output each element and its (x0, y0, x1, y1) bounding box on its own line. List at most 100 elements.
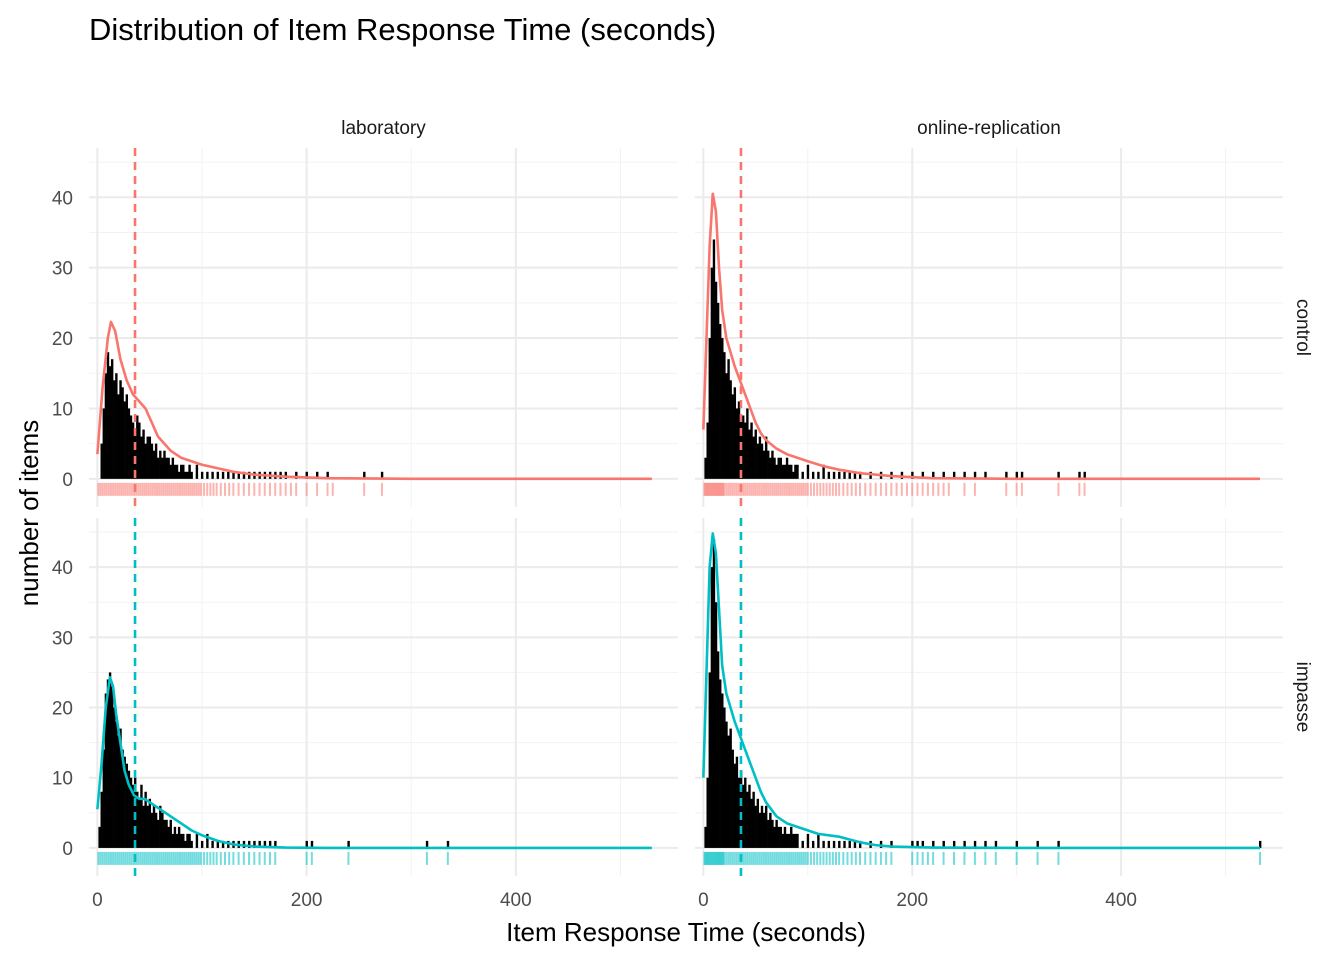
histogram-bar (1057, 840, 1060, 848)
histogram-bar (843, 840, 846, 848)
histogram-bar (775, 819, 778, 848)
histogram-bar (746, 408, 749, 479)
histogram-bar (232, 471, 235, 479)
histogram-bar (817, 471, 820, 479)
facet-panels: laboratory online-replication control impas… (52, 118, 1313, 911)
histogram-bar (136, 415, 139, 479)
histogram-bar (777, 457, 780, 479)
histogram-bar (848, 840, 851, 848)
histogram-bar (110, 686, 114, 848)
histogram-bar (727, 359, 730, 479)
histogram-bar (764, 805, 768, 848)
histogram-bar (1258, 840, 1262, 848)
histogram-bar (310, 840, 314, 848)
histogram-bar (731, 749, 734, 848)
histogram-bar (921, 471, 925, 479)
histogram-bar (182, 833, 185, 848)
histogram-bar (195, 464, 199, 479)
histogram-bar (725, 721, 728, 848)
histogram-bar (200, 840, 204, 848)
histogram-bar (157, 819, 160, 848)
x-tick-label: 200 (896, 890, 928, 911)
histogram-bar (781, 464, 785, 479)
histogram-bar (714, 602, 718, 848)
histogram-bar (756, 798, 760, 848)
histogram-bar (779, 457, 782, 479)
histogram-bar (853, 471, 857, 479)
histogram-bar (769, 812, 772, 848)
histogram-bar (446, 840, 450, 848)
histogram-bar (195, 833, 199, 848)
histogram-bar (123, 401, 126, 479)
histogram-bar (706, 777, 709, 848)
histogram-bar (127, 770, 131, 848)
histogram-bar (708, 672, 711, 848)
histogram-bar (750, 422, 753, 479)
density-curve (702, 532, 1261, 850)
histogram-bar (237, 471, 240, 479)
histogram-bar (104, 373, 108, 479)
histogram-bar (108, 672, 112, 848)
histogram-bar (942, 840, 945, 848)
histogram-bar (783, 464, 787, 479)
histogram-bar (748, 429, 751, 479)
histogram-bar (206, 833, 209, 848)
histogram-bar (148, 436, 152, 479)
histogram-bar (760, 805, 764, 848)
histogram-bar (127, 408, 131, 479)
histogram-bar (113, 707, 116, 848)
histogram-bar (750, 798, 753, 848)
histogram-bar (719, 323, 722, 479)
histogram-bar (138, 798, 141, 848)
histogram-bar (167, 826, 170, 848)
y-tick-label: 0 (62, 470, 73, 491)
histogram-bar (117, 394, 120, 479)
histogram-bar (115, 721, 118, 848)
histogram-bar (785, 457, 789, 479)
histogram-bar (182, 464, 185, 479)
facet-panel (695, 148, 1283, 507)
histogram-bar (973, 471, 977, 479)
histogram-bar (792, 833, 795, 848)
histogram-bar (832, 840, 836, 848)
histogram-bar (175, 833, 179, 848)
histogram-bar (858, 840, 862, 848)
histogram-bar (806, 833, 810, 848)
histogram-bar (741, 784, 745, 848)
histogram-bar (811, 471, 815, 479)
density-curve (96, 676, 652, 850)
histogram-bar (775, 464, 778, 479)
y-tick-label: 30 (52, 628, 73, 649)
histogram-bar (771, 819, 774, 848)
histogram-bar (764, 436, 768, 479)
histogram-bar (363, 471, 366, 479)
histogram-bar (216, 471, 220, 479)
histogram-bar (744, 422, 747, 479)
histogram-bar (779, 826, 782, 848)
histogram-bar (184, 471, 187, 479)
histogram-bar (154, 443, 158, 479)
histogram-bar (165, 457, 168, 479)
histogram-bar (712, 239, 716, 479)
histogram-bar (184, 840, 187, 848)
histogram-bar (723, 707, 726, 848)
histogram-bar (1036, 840, 1039, 848)
histogram-bar (190, 840, 193, 848)
histogram-bar (853, 840, 857, 848)
histogram-bar (133, 429, 137, 479)
histogram-bar (1005, 471, 1008, 479)
histogram-bar (163, 450, 166, 479)
histogram-bar (769, 457, 772, 479)
histogram-bar (716, 302, 720, 479)
histogram-bar (735, 408, 739, 479)
histogram-bar (942, 471, 945, 479)
histogram-bar (136, 791, 139, 848)
histogram-bar (140, 784, 143, 848)
histogram-bar (131, 784, 135, 848)
histogram-bar (190, 471, 193, 479)
histogram-bar (773, 826, 776, 848)
histogram-bar (890, 840, 893, 848)
histogram-bar (102, 749, 106, 848)
histogram-bar (263, 840, 267, 848)
